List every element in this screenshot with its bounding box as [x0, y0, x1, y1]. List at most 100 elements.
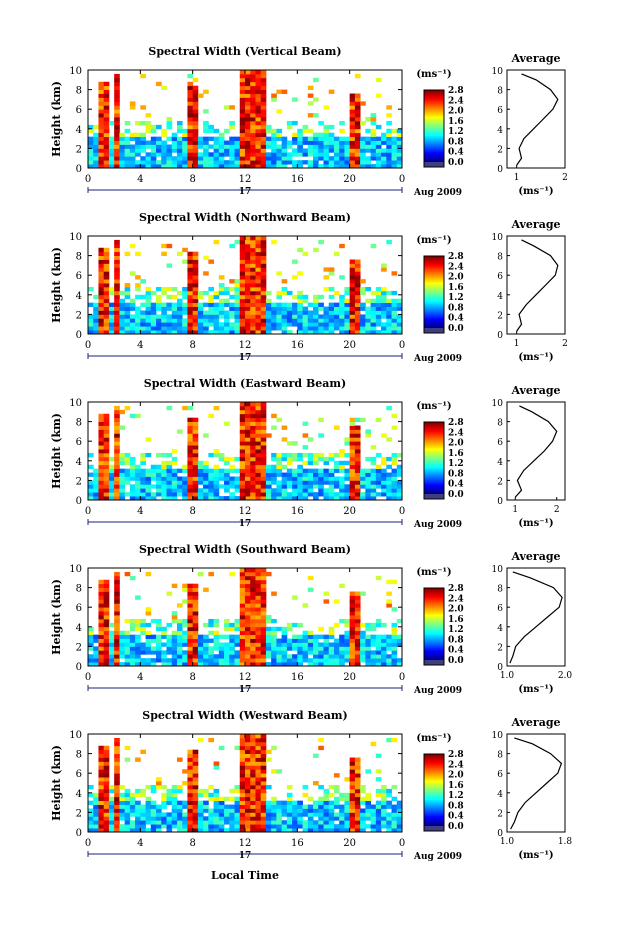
heatmap-cell — [239, 128, 246, 134]
heatmap-cell — [124, 140, 131, 145]
heatmap-cell — [161, 85, 167, 90]
heatmap-cell — [302, 433, 309, 438]
heatmap-cell — [93, 662, 99, 667]
heatmap-cell — [182, 816, 188, 821]
heatmap-cell — [255, 599, 262, 604]
heatmap-cell — [98, 101, 105, 106]
heatmap-cell — [354, 615, 361, 620]
heatmap-cell — [386, 318, 392, 323]
heatmap-cell — [150, 800, 157, 805]
heatmap-cell — [108, 484, 115, 489]
heatmap-cell — [328, 630, 335, 636]
heatmap-cell — [176, 788, 183, 794]
colorbar-segment — [424, 450, 444, 453]
heatmap-cell — [260, 587, 267, 592]
heatmap-cell — [250, 113, 256, 118]
heatmap-cell — [197, 492, 204, 497]
heatmap-cell — [245, 646, 251, 651]
colorbar-segment — [424, 598, 444, 601]
heatmap-cell — [276, 658, 283, 663]
heatmap-cell — [114, 792, 120, 798]
heatmap-cell — [114, 480, 120, 485]
heatmap-cell — [354, 757, 361, 762]
heatmap-cell — [333, 480, 340, 485]
heatmap-cell — [239, 816, 246, 821]
heatmap-cell — [349, 603, 356, 608]
heatmap-cell — [245, 472, 251, 477]
heatmap-cell — [349, 452, 356, 458]
heatmap-cell — [224, 152, 230, 157]
heatmap-cell — [318, 784, 324, 790]
heatmap-cell — [260, 796, 267, 802]
colorbar-segment — [424, 110, 444, 113]
heatmap-cell — [103, 433, 110, 438]
heatmap-cell — [365, 326, 371, 331]
heatmap-cell — [260, 417, 267, 422]
heatmap-cell — [360, 330, 366, 335]
heatmap-cell — [145, 160, 152, 165]
heatmap-cell — [381, 480, 387, 485]
heatmap-cell — [354, 326, 361, 331]
heatmap-cell — [354, 769, 361, 774]
heatmap-cell — [239, 611, 246, 616]
heatmap-cell — [245, 796, 251, 802]
heatmap-cell — [114, 445, 120, 450]
heatmap-cell — [318, 468, 324, 473]
heatmap-cell — [218, 745, 225, 751]
heatmap-cell — [349, 271, 356, 276]
heatmap-cell — [140, 646, 146, 651]
heatmap-cell — [318, 314, 324, 319]
heatmap-cell — [360, 480, 366, 485]
heatmap-cell — [265, 820, 272, 825]
heatmap-cell — [260, 113, 267, 118]
heatmap-cell — [239, 587, 246, 592]
heatmap-cell — [349, 326, 356, 331]
heatmap-cell — [307, 314, 314, 319]
heatmap-cell — [375, 480, 382, 485]
heatmap-cell — [98, 452, 105, 458]
heatmap-cell — [176, 824, 183, 829]
heatmap-cell — [224, 286, 230, 292]
heatmap-cell — [365, 662, 371, 667]
heatmap-cell — [260, 279, 267, 284]
heatmap-cell — [307, 148, 314, 153]
heatmap-cell — [260, 421, 267, 426]
heatmap-cell — [124, 460, 131, 466]
heatmap-cell — [255, 267, 262, 272]
heatmap-cell — [313, 468, 319, 473]
average-line — [510, 737, 563, 830]
heatmap-cell — [245, 152, 251, 157]
colorbar-segment — [424, 624, 444, 627]
heatmap-cell — [307, 642, 314, 647]
heatmap-cell — [245, 402, 251, 407]
heatmap-cell — [182, 294, 188, 300]
heatmap-cell — [302, 152, 309, 157]
heatmap-cell — [108, 472, 115, 477]
heatmap-cell — [339, 646, 345, 651]
heatmap-cell — [192, 808, 199, 813]
heatmap-cell — [93, 646, 99, 651]
heatmap-cell — [396, 128, 403, 134]
heatmap-cell — [203, 828, 209, 833]
heatmap-cell — [344, 302, 351, 307]
heatmap-cell — [250, 753, 256, 758]
heatmap-cell — [156, 314, 162, 319]
heatmap-cell — [318, 492, 324, 497]
average-x-tick-label: 1 — [514, 173, 520, 183]
heatmap-cell — [333, 148, 340, 153]
colorbar-segment — [424, 286, 444, 289]
heatmap-cell — [224, 314, 230, 319]
heatmap-cell — [271, 769, 277, 774]
heatmap-cell — [255, 302, 262, 307]
heatmap-cell — [265, 152, 272, 157]
colorbar-tick-label: 2.8 — [448, 418, 464, 428]
heatmap-cell — [187, 765, 194, 770]
heatmap-cell — [192, 583, 199, 588]
heatmap-cell — [93, 638, 99, 643]
heatmap-cell — [297, 456, 303, 462]
heatmap-cell — [93, 650, 99, 655]
heatmap-cell — [313, 298, 319, 304]
average-y-tick-label: 10 — [492, 67, 504, 77]
heatmap-cell — [213, 322, 220, 327]
heatmap-cell — [182, 405, 188, 411]
